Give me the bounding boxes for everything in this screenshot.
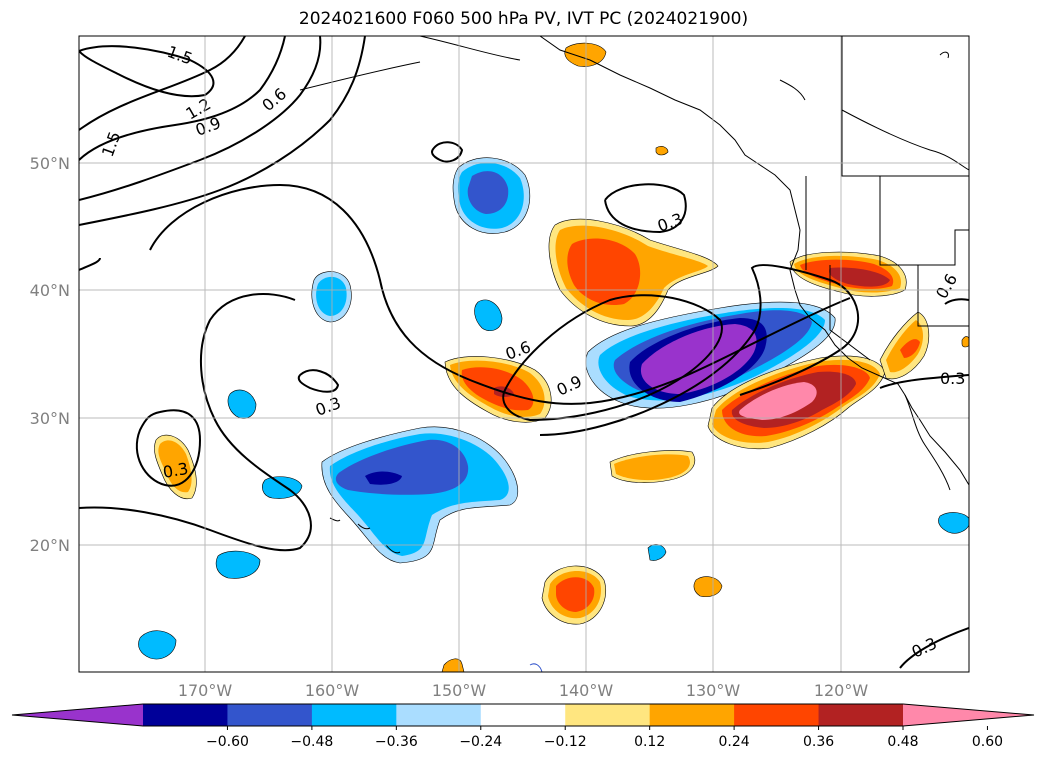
map-area — [79, 36, 969, 672]
lon-label: 120°W — [814, 681, 869, 700]
contour-label: 0.3 — [161, 459, 189, 482]
colorbar-tick-label: 0.48 — [887, 734, 918, 750]
lon-label: 160°W — [305, 681, 360, 700]
colorbar-segment — [480, 704, 566, 726]
colorbar-tick-label: 0.24 — [719, 734, 750, 750]
contour-label: 0.3 — [313, 393, 343, 420]
colorbar-segment — [396, 704, 482, 726]
lat-label: 50°N — [30, 154, 70, 173]
longitude-labels: 170°W 160°W 150°W 140°W 130°W 120°W — [178, 681, 869, 700]
contour-label: 0.9 — [554, 372, 585, 400]
ivt-shading — [138, 42, 969, 672]
colorbar-tick-label: −0.48 — [290, 734, 333, 750]
colorbar-segment — [143, 704, 228, 726]
colorbar-tick-label: 0.36 — [803, 734, 834, 750]
colorbar-segment — [565, 704, 651, 726]
contour-label: 1.5 — [165, 42, 195, 69]
map-frame — [78, 35, 970, 673]
colorbar: −0.60 −0.48 −0.36 −0.24 −0.12 0.12 0.24 0.36 0.4… — [11, 703, 1035, 750]
lon-label: 140°W — [559, 681, 614, 700]
colorbar-extend-low — [12, 704, 143, 726]
latitude-labels: 50°N 40°N 30°N 20°N — [30, 154, 70, 555]
contour-label: 0.6 — [503, 337, 533, 364]
map-title: 2024021600 F060 500 hPa PV, IVT PC (2024… — [298, 9, 749, 29]
gridlines — [79, 36, 969, 672]
lat-label: 30°N — [30, 409, 70, 428]
colorbar-segment — [227, 704, 313, 726]
lon-label: 170°W — [178, 681, 233, 700]
colorbar-tick-label: 0.12 — [634, 734, 665, 750]
coastlines — [299, 36, 969, 554]
colorbar-segment — [311, 704, 397, 726]
colorbar-tick-label: −0.36 — [375, 734, 418, 750]
colorbar-tick-label: −0.60 — [206, 734, 249, 750]
pv-contours — [79, 36, 969, 669]
lat-label: 20°N — [30, 536, 70, 555]
colorbar-extend-high — [903, 704, 1034, 726]
lon-label: 130°W — [686, 681, 741, 700]
contour-label: 0.3 — [940, 369, 965, 388]
contour-label: 1.5 — [98, 129, 125, 159]
colorbar-tick-label: −0.24 — [459, 734, 502, 750]
colorbar-tick-label: 0.60 — [972, 734, 1003, 750]
contour-label: 0.3 — [909, 634, 940, 662]
colorbar-segment — [818, 704, 904, 726]
contour-label: 0.6 — [932, 270, 961, 302]
colorbar-segment — [734, 704, 820, 726]
lat-label: 40°N — [30, 281, 70, 300]
colorbar-segment — [649, 704, 735, 726]
colorbar-tick-label: −0.12 — [544, 734, 587, 750]
colorbar-outline — [11, 703, 1035, 727]
lon-label: 150°W — [432, 681, 487, 700]
contour-label: 0.3 — [655, 209, 685, 236]
